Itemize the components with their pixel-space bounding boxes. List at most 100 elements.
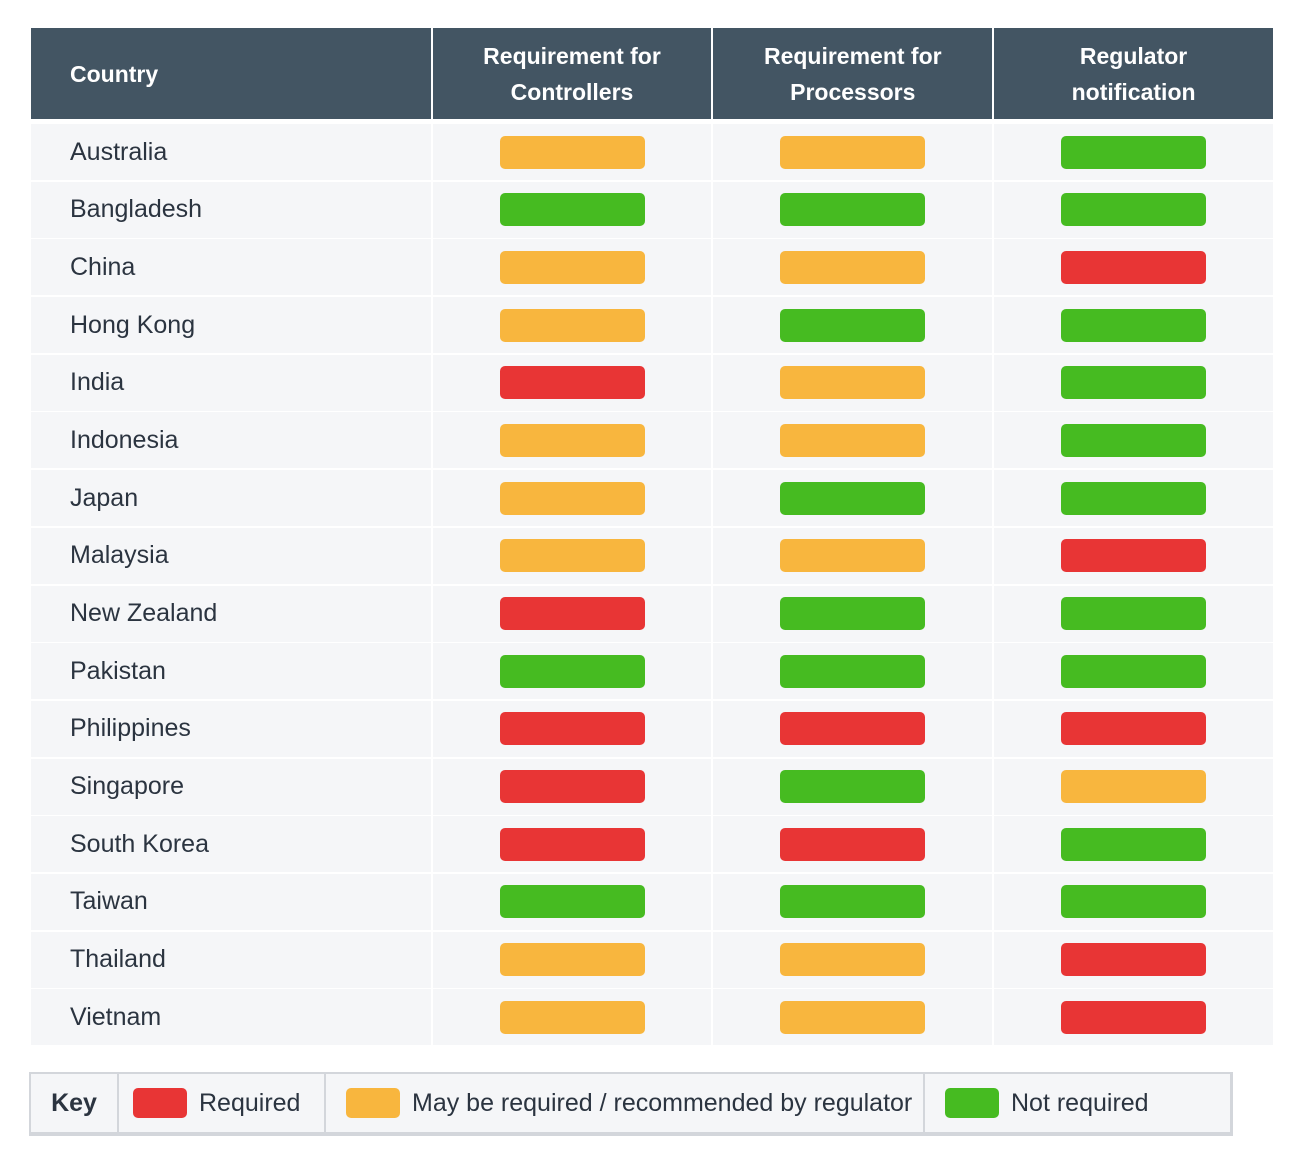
header-controllers: Requirement for Controllers [430, 28, 712, 119]
table-row: South Korea [31, 816, 1273, 873]
table-row: Taiwan [31, 873, 1273, 930]
table-row: Japan [31, 470, 1273, 527]
status-bar-may [780, 943, 926, 977]
cell-controllers [430, 297, 712, 354]
status-bar-required [499, 712, 645, 746]
cell-regulator-notification [992, 470, 1273, 527]
status-bar-may [780, 1000, 926, 1034]
legend-swatch-required [133, 1088, 187, 1118]
cell-processors [711, 297, 993, 354]
status-bar-not [499, 885, 645, 919]
status-bar-not [1061, 827, 1207, 861]
status-bar-not [1061, 135, 1207, 169]
cell-regulator-notification [992, 297, 1273, 354]
status-bar-not [1061, 366, 1207, 400]
cell-controllers [430, 124, 712, 180]
cell-controllers [430, 470, 712, 527]
status-bar-required [1061, 250, 1207, 284]
table-row: India [31, 354, 1273, 411]
status-bar-not [780, 770, 926, 804]
cell-controllers [430, 585, 712, 642]
status-bar-may [499, 250, 645, 284]
status-bar-may [499, 539, 645, 573]
country-name: Bangladesh [31, 181, 431, 238]
cell-controllers [430, 527, 712, 584]
status-bar-may [780, 423, 926, 457]
status-bar-may [780, 539, 926, 573]
cell-processors [711, 873, 993, 930]
legend: Key Required May be required / recommend… [29, 1072, 1233, 1136]
table-row: Thailand [31, 931, 1273, 988]
country-name: Taiwan [31, 873, 431, 930]
cell-processors [711, 181, 993, 238]
status-bar-required [1061, 539, 1207, 573]
cell-processors [711, 527, 993, 584]
status-bar-not [1061, 423, 1207, 457]
cell-processors [711, 354, 993, 411]
table-row: Malaysia [31, 527, 1273, 584]
status-bar-may [499, 481, 645, 515]
header-processors: Requirement for Processors [711, 28, 992, 119]
cell-controllers [430, 989, 712, 1046]
cell-controllers [430, 354, 712, 411]
status-bar-required [499, 366, 645, 400]
cell-processors [711, 412, 993, 469]
legend-label-not: Not required [1011, 1088, 1149, 1117]
status-bar-may [1061, 770, 1207, 804]
table-row: China [31, 239, 1273, 296]
legend-item-required: Required [117, 1074, 324, 1132]
cell-controllers [430, 700, 712, 757]
cell-regulator-notification [992, 931, 1273, 988]
table-row: Vietnam [31, 989, 1273, 1046]
status-bar-not [1061, 654, 1207, 688]
country-name: South Korea [31, 816, 431, 873]
country-name: Pakistan [31, 643, 431, 700]
country-name: Japan [31, 470, 431, 527]
table-body: Australia Bangladesh China Hong Kong India In… [31, 124, 1273, 1046]
country-name: New Zealand [31, 585, 431, 642]
legend-label-may: May be required / recommended by regulat… [412, 1088, 913, 1117]
status-bar-may [780, 366, 926, 400]
status-bar-not [499, 654, 645, 688]
cell-regulator-notification [992, 527, 1273, 584]
cell-regulator-notification [992, 585, 1273, 642]
cell-controllers [430, 931, 712, 988]
header-country: Country [70, 60, 159, 87]
country-name: Malaysia [31, 527, 431, 584]
status-bar-required [1061, 712, 1207, 746]
cell-regulator-notification [992, 700, 1273, 757]
cell-regulator-notification [992, 816, 1273, 873]
country-name: India [31, 354, 431, 411]
status-bar-not [1061, 597, 1207, 630]
status-bar-not [499, 193, 645, 227]
table-row: Bangladesh [31, 181, 1273, 238]
cell-processors [711, 816, 993, 873]
status-bar-required [1061, 943, 1207, 977]
cell-controllers [430, 239, 712, 296]
cell-regulator-notification [992, 354, 1273, 411]
cell-controllers [430, 758, 712, 815]
cell-controllers [430, 643, 712, 700]
table-row: New Zealand [31, 585, 1273, 642]
requirements-table: Country Requirement for Controllers Requ… [31, 28, 1273, 1047]
table-row: Pakistan [31, 643, 1273, 700]
status-bar-not [1061, 885, 1207, 919]
status-bar-required [499, 770, 645, 804]
cell-regulator-notification [992, 758, 1273, 815]
table-row: Philippines [31, 700, 1273, 757]
country-name: Australia [31, 124, 431, 180]
table-row: Hong Kong [31, 297, 1273, 354]
cell-processors [711, 758, 993, 815]
cell-regulator-notification [992, 239, 1273, 296]
legend-swatch-not [945, 1088, 999, 1118]
cell-controllers [430, 873, 712, 930]
table-row: Singapore [31, 758, 1273, 815]
status-bar-may [499, 423, 645, 457]
table-row: Australia [31, 124, 1273, 180]
status-bar-not [780, 597, 926, 630]
header-regulator-notification: Regulator notification [992, 28, 1273, 119]
status-bar-required [499, 827, 645, 861]
cell-controllers [430, 181, 712, 238]
status-bar-may [780, 135, 926, 169]
status-bar-required [499, 597, 645, 630]
